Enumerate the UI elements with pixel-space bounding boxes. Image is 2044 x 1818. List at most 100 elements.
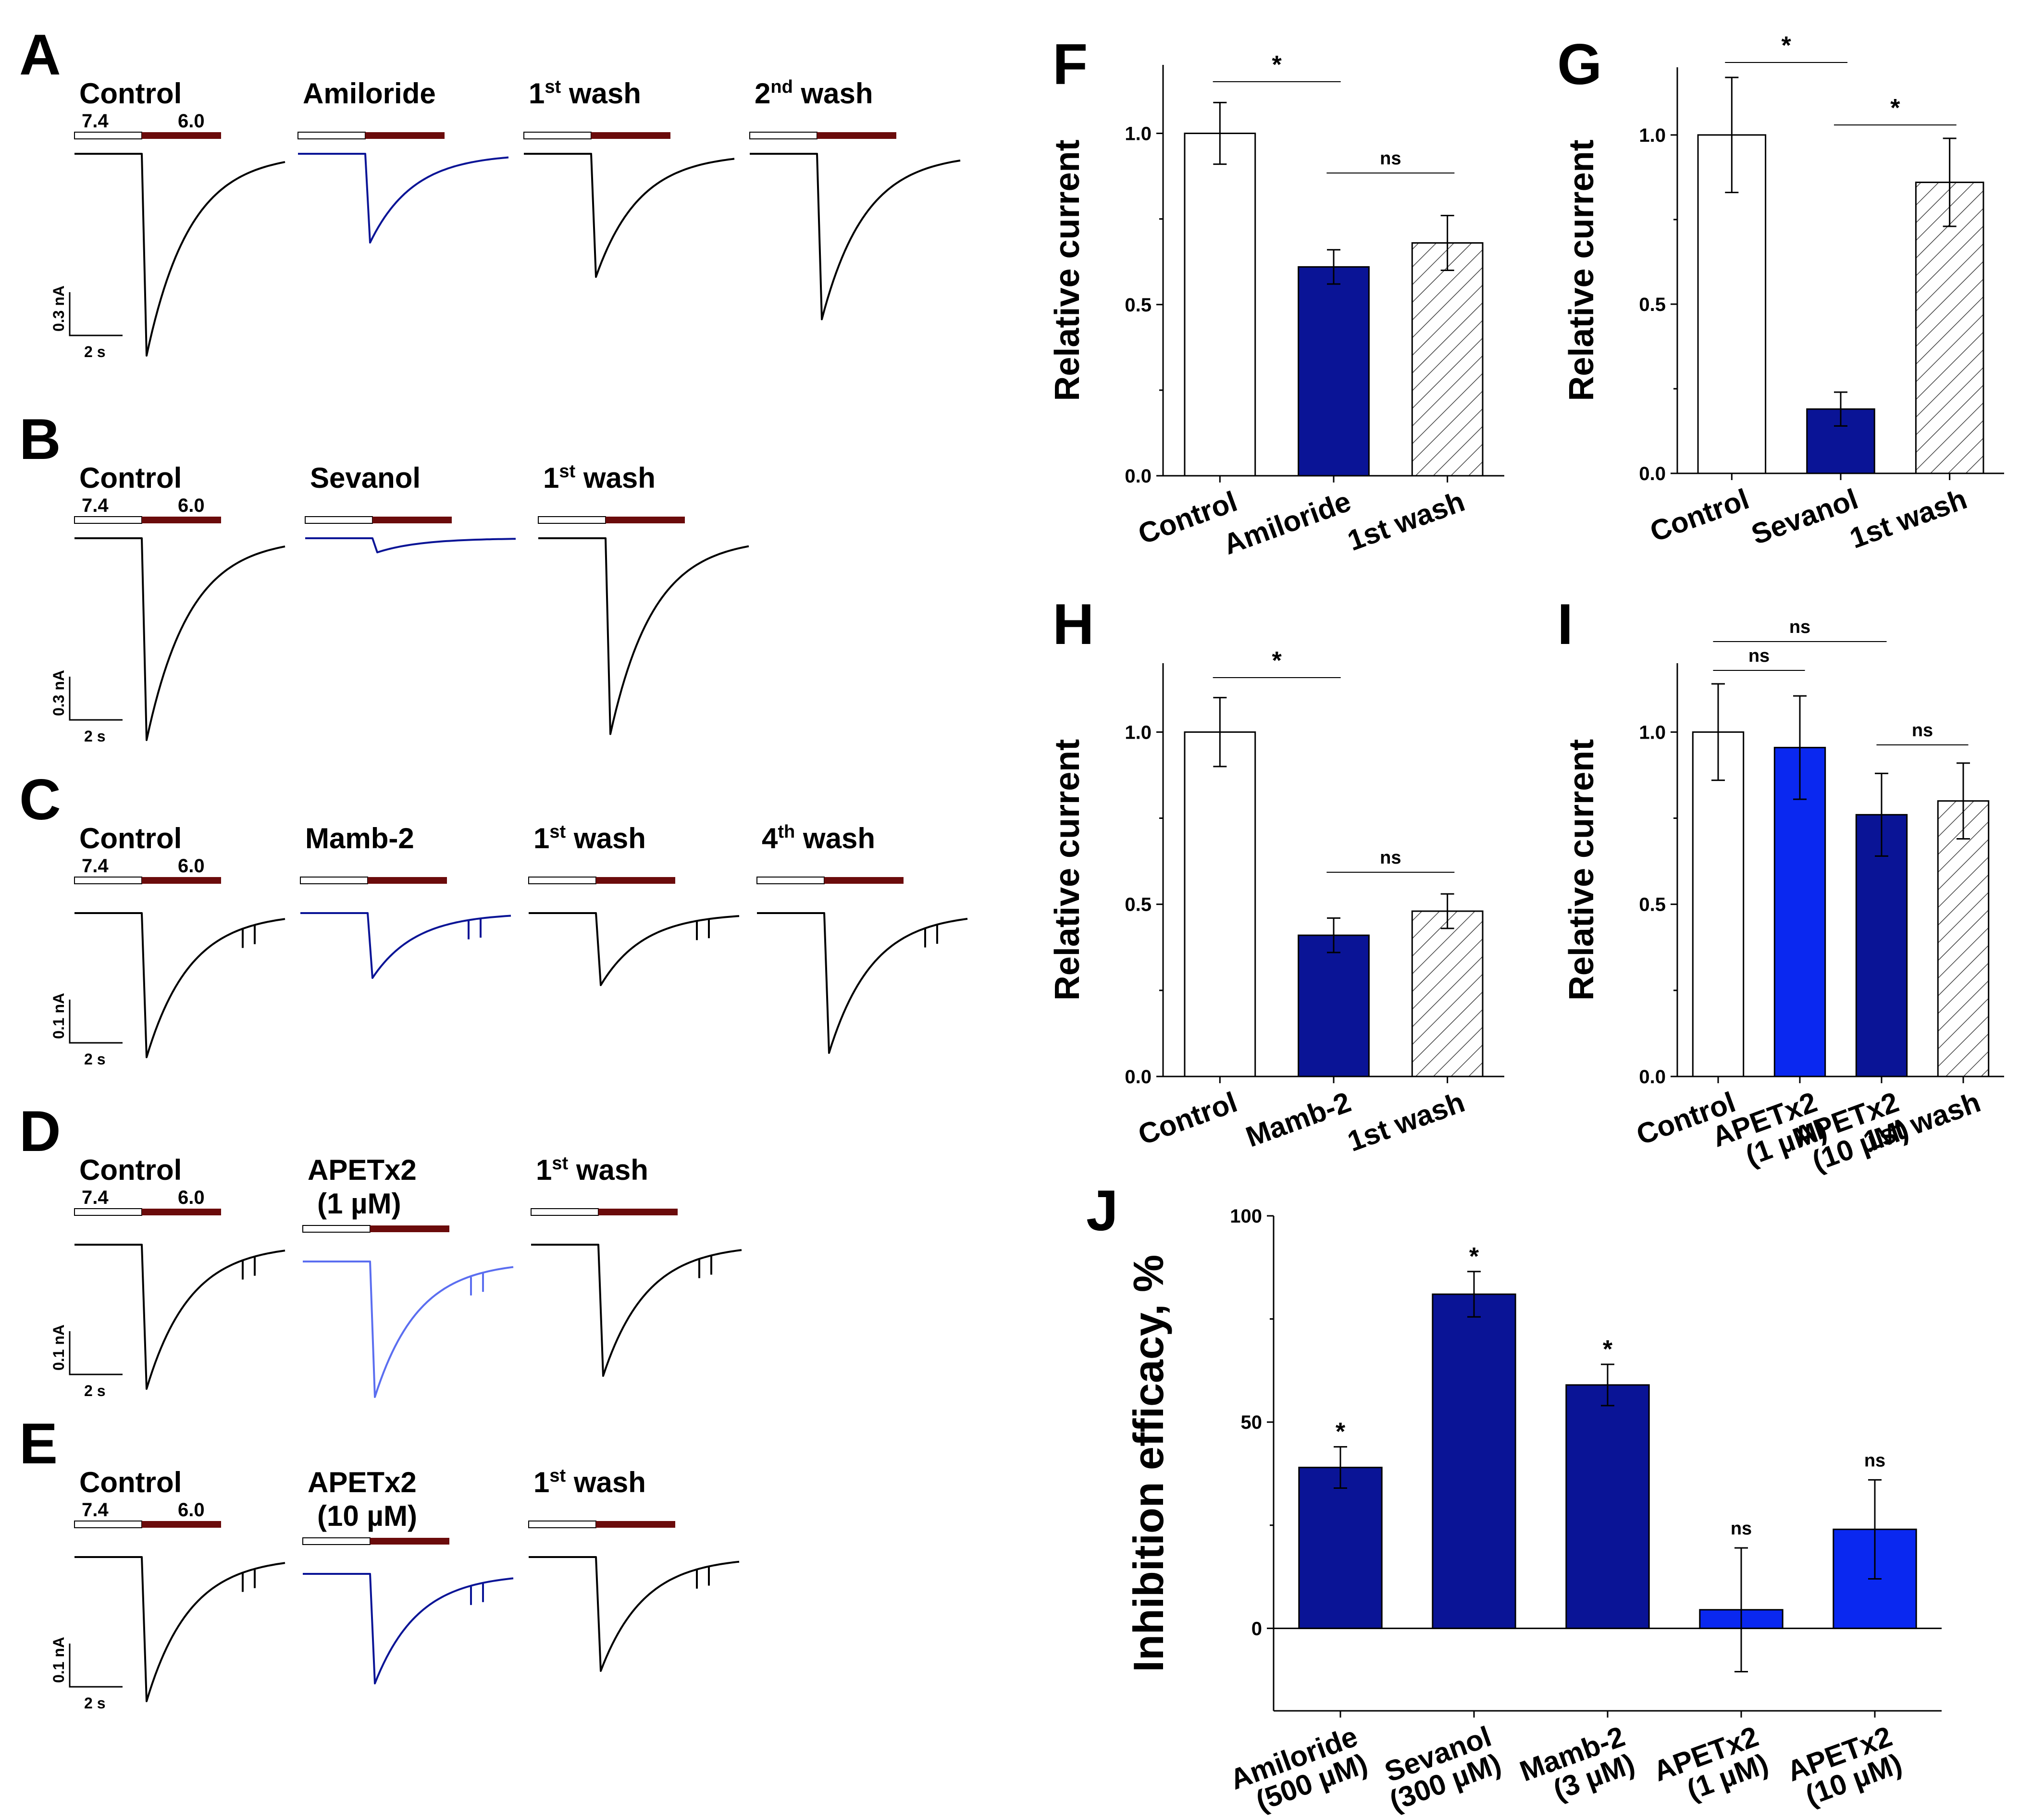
ph-6-0-bar bbox=[142, 1521, 221, 1528]
significance-bracket-i-2: ns bbox=[1876, 720, 1969, 745]
bar-i-apetx2-10-m bbox=[1855, 814, 1908, 1077]
y-axis-title-j: Inhibition efficacy, % bbox=[1125, 1255, 1172, 1672]
trace-a-2nd-wash: 2nd wash bbox=[749, 77, 961, 321]
bar-i-1st-wash bbox=[1937, 800, 1990, 1077]
x-tick-label-h-1st-wash: 1st wash bbox=[1343, 1086, 1469, 1158]
x-tick-label-j-sevanol-300-m: Sevanol(300 µM) bbox=[1375, 1720, 1505, 1817]
panel-letter-d: D bbox=[19, 1099, 61, 1163]
current-trace bbox=[531, 1244, 742, 1377]
condition-label: 1st wash bbox=[536, 1153, 648, 1186]
ph-7-4-bar bbox=[523, 132, 592, 139]
condition-label: Control bbox=[79, 77, 182, 110]
bracket-label: * bbox=[1890, 94, 1900, 122]
chart-j: J 0 50 100 Inhibition efficacy, % Amiloride(5… bbox=[1086, 1178, 1942, 1818]
y-tick-label-j-2: 100 bbox=[1230, 1206, 1262, 1227]
error-bar-i-1st-wash bbox=[1957, 762, 1970, 840]
condition-label: Sevanol bbox=[310, 462, 421, 494]
y-axis-title-h: Relative current bbox=[1048, 739, 1087, 1001]
scale-current-label: 0.1 nA bbox=[50, 1637, 67, 1683]
ph-6-0-bar bbox=[365, 132, 445, 139]
error-bar-j-apetx2-1-m bbox=[1734, 1547, 1748, 1672]
error-bar-i-apetx2-10-m bbox=[1875, 772, 1888, 857]
condition-label-line2: (1 µM) bbox=[317, 1187, 401, 1220]
condition-label: Amiloride bbox=[303, 77, 436, 110]
scale-time-label: 2 s bbox=[84, 1694, 105, 1712]
scale-current-label: 0.1 nA bbox=[50, 1324, 67, 1371]
bracket-label: * bbox=[1272, 51, 1282, 79]
condition-label: Mamb-2 bbox=[305, 822, 414, 854]
error-bar-i-control bbox=[1711, 683, 1725, 781]
ph-6-0-bar bbox=[142, 517, 221, 523]
ph-6-0-bar bbox=[606, 517, 685, 523]
ph-6-0-bar bbox=[824, 877, 904, 884]
condition-label: Control bbox=[79, 822, 182, 854]
error-bar-g-1st-wash bbox=[1943, 137, 1957, 227]
condition-label-text: Control bbox=[79, 822, 182, 854]
bar-j-amiloride-500-m bbox=[1298, 1467, 1383, 1629]
condition-label: APETx2 bbox=[308, 1154, 417, 1186]
x-tick-label-j-apetx2-10-m: APETx2(10 µM) bbox=[1783, 1720, 1906, 1815]
trace-e-1st-wash: 1st wash bbox=[528, 1466, 740, 1672]
current-trace bbox=[750, 153, 961, 321]
trace-c-4th-wash: 4th wash bbox=[756, 822, 968, 1054]
current-trace bbox=[303, 1573, 514, 1684]
current-trace bbox=[74, 537, 285, 741]
bracket-label: ns bbox=[1380, 848, 1401, 868]
significance-bracket-f-0: * bbox=[1213, 51, 1341, 82]
ph-7-4-bar bbox=[302, 1537, 371, 1545]
bracket-label: * bbox=[1782, 32, 1792, 60]
ph-6-0-bar bbox=[372, 517, 452, 523]
current-trace bbox=[74, 1556, 285, 1702]
significance-bracket-g-1: * bbox=[1833, 94, 1957, 125]
error-bar-h-1st-wash bbox=[1440, 893, 1454, 929]
condition-label-sup: st bbox=[559, 461, 575, 482]
significance-label-j-4: ns bbox=[1864, 1450, 1885, 1471]
x-tick-label-j-amiloride-500-m: Amiloride(500 µM) bbox=[1226, 1720, 1372, 1818]
condition-label: 1st wash bbox=[529, 77, 641, 110]
condition-label-text: Amiloride bbox=[303, 77, 436, 110]
bracket-label: ns bbox=[1380, 148, 1401, 169]
condition-label: Control bbox=[79, 1154, 182, 1186]
y-axis-title-g: Relative current bbox=[1562, 139, 1601, 401]
y-tick-label-i-1: 0.5 bbox=[1639, 894, 1666, 915]
bar-g-1st-wash bbox=[1915, 181, 1984, 474]
scale-bar-c: 0.1 nA 2 s bbox=[50, 993, 123, 1068]
condition-label-text: 2 bbox=[755, 77, 770, 110]
bracket-label: * bbox=[1272, 647, 1282, 675]
ph-6-0-bar bbox=[142, 132, 221, 139]
ph-6-0-bar bbox=[142, 877, 221, 884]
chart-g: G 0.0 0.5 1.0 Relative current ControlSevanol… bbox=[1557, 32, 2004, 555]
condition-label-sup: st bbox=[552, 1153, 568, 1174]
x-tick-label-h-mamb-2: Mamb-2 bbox=[1241, 1086, 1355, 1153]
scale-bar-lines bbox=[69, 677, 123, 721]
condition-label-sup: st bbox=[549, 822, 566, 842]
ph-6-0-bar bbox=[817, 132, 896, 139]
panel-letter-g: G bbox=[1557, 32, 1602, 97]
ph-start-label: 7.4 bbox=[82, 1187, 109, 1208]
panel-letter-i: I bbox=[1557, 592, 1573, 656]
scale-current-label: 0.3 nA bbox=[50, 670, 67, 716]
y-tick-label-j-1: 50 bbox=[1241, 1412, 1263, 1433]
x-tick-label-h-control: Control bbox=[1134, 1086, 1241, 1151]
bar-h-control bbox=[1184, 731, 1256, 1077]
condition-label: 2nd wash bbox=[755, 77, 873, 110]
ph-7-4-bar bbox=[74, 516, 142, 524]
y-axis-title-f: Relative current bbox=[1048, 139, 1087, 401]
ph-6-0-bar bbox=[370, 1538, 449, 1545]
x-tick-label-g-1st-wash: 1st wash bbox=[1846, 482, 1971, 555]
bar-f-1st-wash bbox=[1411, 242, 1484, 477]
error-bar-j-amiloride-500-m bbox=[1334, 1446, 1347, 1489]
panel-letter-b: B bbox=[19, 407, 61, 471]
x-tick-label-j-mamb-2-3-m: Mamb-2(3 µM) bbox=[1515, 1720, 1638, 1815]
condition-label-text: 1 bbox=[529, 77, 545, 110]
y-tick-label-h-1: 0.5 bbox=[1125, 894, 1152, 915]
ph-7-4-bar bbox=[74, 1521, 142, 1528]
condition-label: 4th wash bbox=[762, 822, 875, 854]
bar-j-mamb-2-3-m bbox=[1565, 1384, 1650, 1629]
significance-label-j-2: * bbox=[1603, 1336, 1613, 1363]
